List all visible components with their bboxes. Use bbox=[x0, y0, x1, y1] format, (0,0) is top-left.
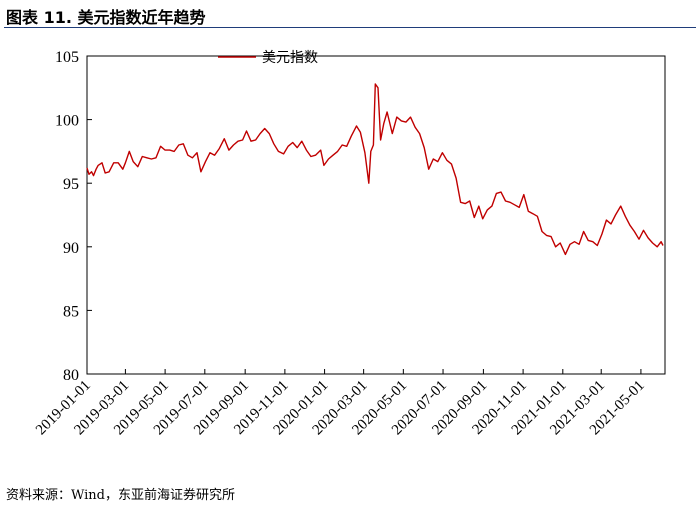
legend-label: 美元指数 bbox=[262, 50, 318, 66]
y-tick-label: 105 bbox=[55, 49, 79, 66]
y-tick-label: 80 bbox=[63, 367, 79, 384]
source-note: 资料来源：Wind，东亚前海证券研究所 bbox=[6, 488, 235, 503]
title-divider bbox=[4, 27, 696, 28]
y-tick-label: 90 bbox=[63, 240, 79, 257]
y-tick-label: 95 bbox=[63, 176, 79, 193]
figure-title: 图表 11. 美元指数近年趋势 bbox=[6, 8, 206, 27]
series-line bbox=[86, 83, 664, 256]
y-tick-label: 100 bbox=[55, 113, 79, 130]
plot-frame bbox=[86, 55, 666, 375]
usd-index-chart: 808590951001052019-01-012019-03-012019-0… bbox=[33, 49, 666, 438]
y-tick-label: 85 bbox=[63, 303, 79, 320]
